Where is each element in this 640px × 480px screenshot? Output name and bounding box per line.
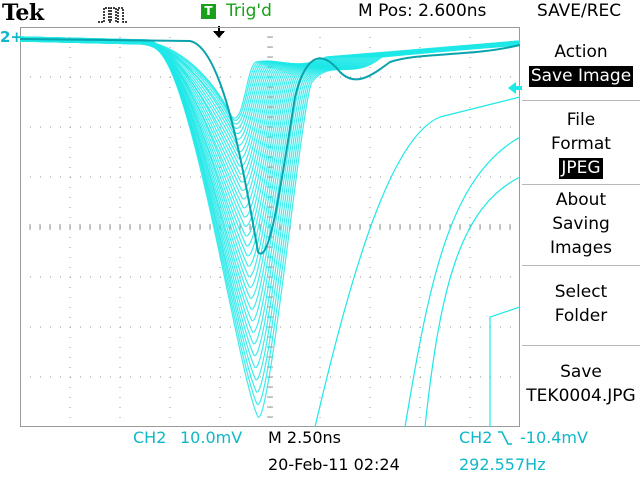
brand-logo: Tek xyxy=(2,0,44,26)
menu-file-format[interactable]: File Format JPEG xyxy=(522,108,640,180)
acquisition-pulse-icon xyxy=(98,7,128,23)
scope-display xyxy=(20,27,520,427)
menu-title: SAVE/REC xyxy=(537,1,622,21)
waveform-trace xyxy=(20,38,520,405)
menu-select-folder-line-1: Select xyxy=(554,282,608,302)
falling-edge-icon xyxy=(498,431,512,445)
menu-about-saving[interactable]: About Saving Images xyxy=(522,188,640,260)
menu-select-folder-line-2: Folder xyxy=(554,306,608,326)
menu-divider xyxy=(522,184,640,185)
menu-file-format-value: JPEG xyxy=(559,158,603,179)
menu-save-line-1: Save xyxy=(560,362,602,382)
waveform-average-trace xyxy=(20,38,520,255)
menu-action-label: Action xyxy=(554,42,608,62)
menu-divider xyxy=(522,265,640,266)
channel-2-marker: 2+ xyxy=(0,28,24,46)
date-time: 20-Feb-11 02:24 xyxy=(268,455,400,474)
waveform-trace xyxy=(424,176,520,427)
waveform-trace xyxy=(20,39,520,418)
channel-scale-label: CH2 xyxy=(133,428,167,447)
trigger-level-icon xyxy=(508,82,522,94)
menu-action[interactable]: Action Save Image xyxy=(522,40,640,88)
frequency-readout: 292.557Hz xyxy=(459,455,546,474)
trigger-level-readout: -10.4mV xyxy=(520,428,588,447)
trigger-badge: T xyxy=(201,4,216,19)
waveform-trace xyxy=(404,136,520,427)
waveform-trace xyxy=(314,96,520,427)
menu-action-value: Save Image xyxy=(528,66,634,87)
trigger-source: CH2 xyxy=(459,428,493,447)
menu-save-button[interactable]: Save TEK0004.JPG xyxy=(522,360,640,408)
channel-scale-value: 10.0mV xyxy=(180,428,243,447)
waveform-traces xyxy=(20,36,520,427)
menu-select-folder[interactable]: Select Folder xyxy=(522,280,640,328)
menu-about-line-2: Saving xyxy=(552,214,610,234)
menu-save-filename: TEK0004.JPG xyxy=(526,386,636,406)
trigger-status: Trig'd xyxy=(226,1,272,21)
menu-file-format-label-1: File xyxy=(566,110,596,130)
menu-about-line-3: Images xyxy=(549,238,613,258)
menu-file-format-label-2: Format xyxy=(551,134,611,154)
timebase-readout: M 2.50ns xyxy=(268,428,341,447)
horizontal-position: M Pos: 2.600ns xyxy=(358,1,487,21)
menu-about-line-1: About xyxy=(555,190,607,210)
menu-divider xyxy=(522,345,640,346)
menu-divider xyxy=(522,100,640,101)
waveform-trace xyxy=(489,306,520,427)
